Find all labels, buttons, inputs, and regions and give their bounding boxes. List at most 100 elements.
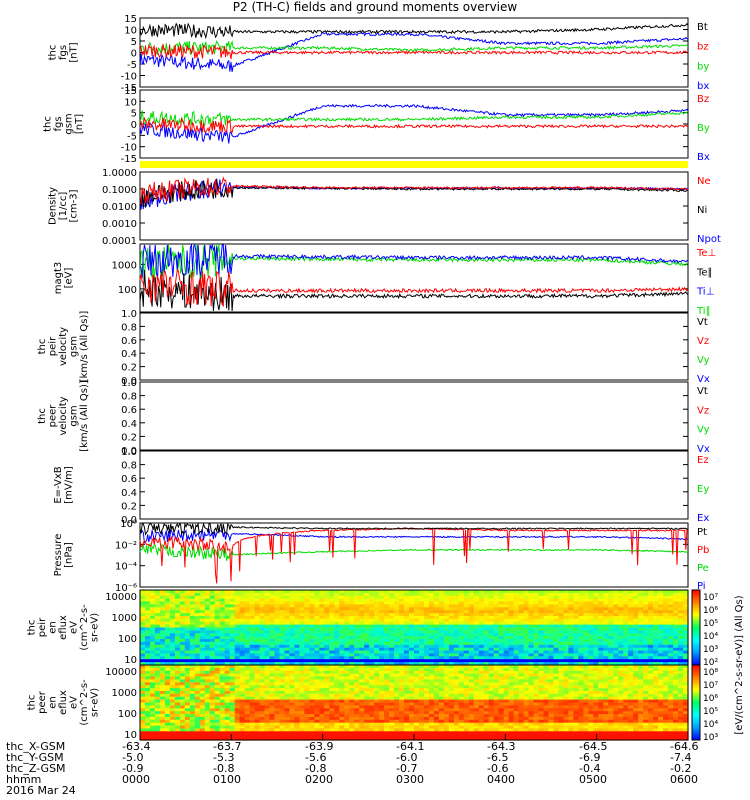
spectrogram-cell (259, 734, 266, 738)
spectrogram-cell (533, 616, 540, 620)
spectrogram-cell (219, 598, 226, 603)
spectrogram-cell (274, 616, 281, 620)
spectrogram-cell (354, 667, 360, 672)
spectrogram-cell (493, 647, 500, 652)
spectrogram-cell (199, 702, 206, 706)
spectrogram-cell (583, 647, 589, 652)
spectrogram-cell (150, 702, 156, 706)
spectrogram-cell (324, 716, 330, 721)
spectrogram-cell (224, 621, 231, 626)
spectrogram-cell (498, 662, 505, 666)
spectrogram-cell (189, 650, 196, 655)
spectrogram-cell (339, 598, 345, 603)
spectrogram-cell (384, 714, 390, 718)
spectrogram-cell (369, 714, 375, 718)
spectrogram-cell (249, 630, 256, 634)
spectrogram-cell (458, 685, 465, 689)
spectrogram-cell (194, 696, 201, 701)
spectrogram-cell (653, 624, 659, 629)
spectrogram-cell (309, 682, 315, 686)
spectrogram-cell (174, 676, 181, 680)
spectrogram-cell (259, 592, 266, 597)
spectrogram-cell (204, 590, 211, 594)
spectrogram-cell (324, 650, 330, 655)
spectrogram-cell (648, 659, 654, 663)
spectrogram-cell (394, 621, 400, 626)
spectrogram-cell (209, 621, 216, 626)
spectrogram-cell (194, 702, 201, 706)
spectrogram-cell (204, 722, 211, 727)
spectrogram-cell (154, 705, 161, 709)
spectrogram-cell (389, 613, 395, 617)
spectrogram-cell (159, 667, 166, 672)
spectrogram-cell (683, 621, 689, 626)
legend-te∥: Te∥ (696, 267, 713, 278)
spectrogram-cell (354, 722, 360, 727)
spectrogram-cell (424, 667, 430, 672)
spectrogram-cell (573, 644, 579, 649)
spectrogram-cell (194, 682, 201, 686)
spectrogram-cell (234, 592, 241, 597)
spectrogram-cell (199, 688, 206, 692)
spectrogram-cell (314, 688, 320, 692)
spectrogram-cell (209, 734, 216, 738)
spectrogram-cell (199, 613, 206, 617)
spectrogram-cell (633, 627, 639, 631)
spectrogram-cell (663, 639, 669, 643)
spectrogram-cell (219, 699, 226, 704)
spectrogram-cell (179, 731, 186, 735)
spectrogram-cell (184, 624, 191, 629)
spectrogram-cell (399, 691, 405, 695)
spectrogram-cell (284, 610, 291, 614)
spectrogram-cell (229, 688, 236, 692)
spectrogram-cell (199, 624, 206, 629)
spectrogram-cell (344, 682, 350, 686)
spectrogram-cell (379, 633, 385, 637)
spectrogram-cell (643, 653, 649, 657)
spectrogram-cell (339, 636, 345, 640)
spectrogram-cell (583, 616, 589, 620)
y-tick-label: 0.2 (121, 363, 137, 374)
spectrogram-cell (209, 691, 216, 695)
spectrogram-cell (453, 618, 460, 623)
spectrogram-cell (219, 618, 226, 623)
spectrogram-cell (414, 708, 420, 712)
spectrogram-cell (199, 716, 206, 721)
y-tick-label: 0.2 (121, 432, 137, 443)
spectrogram-cell (309, 737, 315, 741)
spectrogram-cell (359, 662, 365, 666)
spectrogram-cell (468, 676, 475, 680)
spectrogram-cell (409, 650, 415, 655)
spectrogram-cell (483, 659, 490, 663)
spectrogram-cell (468, 618, 475, 623)
spectrogram-cell (150, 667, 156, 672)
spectrogram-cell (518, 618, 525, 623)
spectrogram-cell (578, 647, 584, 652)
spectrogram-cell (289, 676, 296, 680)
spectrogram-cell (463, 705, 470, 709)
spectrogram-cell (503, 647, 510, 652)
spectrogram-cell (483, 716, 490, 721)
spectrogram-cell (309, 610, 315, 614)
spectrogram-cell (344, 702, 350, 706)
spectrogram-cell (179, 630, 186, 634)
spectrogram-cell (234, 708, 241, 712)
spectrogram-cell (219, 682, 226, 686)
spectrogram-cell (473, 595, 480, 600)
spectrogram-cell (498, 659, 505, 663)
spectrogram-cell (194, 627, 201, 631)
spectrogram-cell (274, 688, 281, 692)
spectrogram-cell (204, 699, 211, 704)
spectrogram-cell (214, 601, 221, 605)
spectrogram-cell (543, 639, 550, 643)
spectrogram-cell (319, 659, 325, 663)
spectrogram-cell (259, 624, 266, 629)
spectrogram-cell (289, 685, 296, 689)
spectrogram-cell (424, 696, 430, 701)
spectrogram-cell (289, 633, 296, 637)
spectrogram-cell (424, 636, 430, 640)
spectrogram-cell (254, 650, 261, 655)
spectrogram-cell (199, 737, 206, 741)
spectrogram-cell (443, 647, 450, 652)
spectrogram-cell (513, 590, 520, 594)
